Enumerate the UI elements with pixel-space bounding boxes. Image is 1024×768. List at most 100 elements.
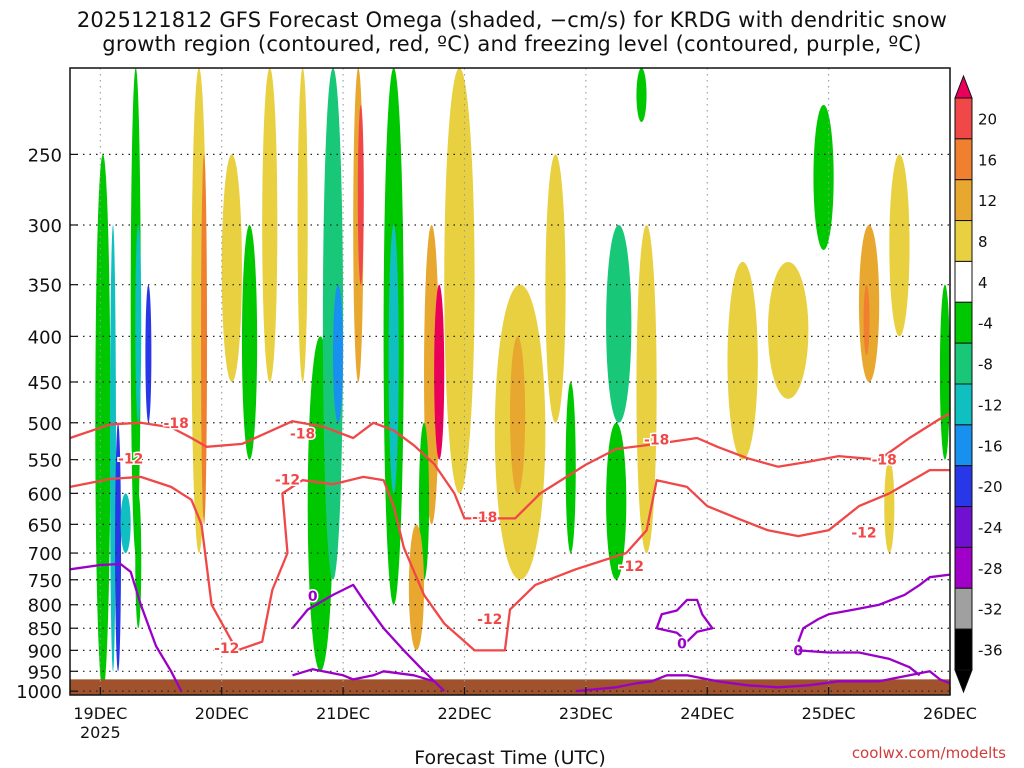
colorbar-label-1: 16 — [978, 151, 997, 169]
colorbar-bin-6 — [954, 342, 973, 385]
contour-label-0-0: -18 — [164, 416, 189, 432]
omega-feature-22 — [434, 284, 445, 460]
omega-feature-41 — [939, 284, 950, 460]
contour-label-0-2: -18 — [472, 510, 497, 526]
contour-label-1-0: -12 — [118, 451, 143, 467]
x-tick-label-5: 24DEC — [680, 704, 734, 723]
y-tick-label-550: 550 — [28, 451, 62, 472]
colorbar-bin-0 — [954, 97, 973, 140]
y-tick-label-950: 950 — [28, 662, 62, 683]
contour-line-8 — [798, 649, 921, 677]
y-tick-label-700: 700 — [28, 544, 62, 565]
y-tick-label-500: 500 — [28, 414, 62, 435]
contour-line-1 — [70, 468, 950, 652]
colorbar-bin-11 — [954, 546, 973, 589]
y-tick-label-350: 350 — [28, 276, 62, 297]
omega-feature-34 — [727, 261, 758, 460]
colorbar: 20 16 12 8 4 -4 -8 -12 -16 -20 -24 -28 -32 -36 — [954, 74, 1003, 694]
colorbar-bin-10 — [954, 506, 973, 548]
colorbar-bin-12 — [954, 587, 973, 630]
omega-feature-29 — [565, 381, 576, 554]
colorbar-label-12: -32 — [978, 601, 1003, 619]
omega-feature-7 — [135, 493, 142, 629]
colorbar-bin-1 — [954, 138, 973, 181]
colorbar-label-11: -28 — [978, 560, 1003, 578]
contour-label-1-4: -12 — [851, 526, 876, 542]
contour-line-5 — [655, 598, 714, 643]
contour-label-1-2: -12 — [477, 612, 502, 628]
colorbar-label-0: 20 — [978, 110, 997, 128]
terrain-ground — [70, 679, 950, 695]
terrain-layer — [70, 679, 950, 695]
axis-labels: 2503003504004505005506006507007508008509… — [16, 145, 977, 742]
omega-feature-40 — [884, 459, 895, 554]
colorbar-bin-2 — [954, 179, 973, 222]
x-tick-label-6: 25DEC — [802, 704, 856, 723]
omega-feature-5 — [145, 284, 152, 423]
contour-line-6 — [575, 670, 950, 693]
omega-feature-25 — [444, 68, 475, 494]
credit-text: coolwx.com/modelts — [851, 744, 1006, 762]
x-tick-label-1: 20DEC — [195, 704, 249, 723]
contour-label-1-1: -12 — [275, 473, 300, 489]
colorbar-bin-8 — [954, 424, 973, 467]
x-tick-label-3: 22DEC — [437, 704, 491, 723]
omega-feature-39 — [889, 154, 910, 337]
colorbar-label-6: -8 — [978, 356, 993, 374]
omega-feature-9 — [201, 154, 208, 525]
omega-feature-32 — [636, 68, 647, 123]
y-tick-label-250: 250 — [28, 145, 62, 166]
colorbar-label-5: -4 — [978, 315, 993, 333]
y-tick-label-600: 600 — [28, 484, 62, 505]
y-tick-label-900: 900 — [28, 641, 62, 662]
colorbar-label-2: 12 — [978, 192, 997, 210]
contour-line-3 — [292, 668, 435, 683]
x-tick-sublabel-0: 2025 — [80, 723, 121, 742]
colorbar-bin-13 — [954, 628, 973, 671]
omega-feature-18 — [357, 104, 364, 285]
omega-feature-12 — [262, 68, 278, 382]
y-tick-label-1000: 1000 — [16, 682, 62, 703]
colorbar-label-9: -20 — [978, 478, 1003, 496]
y-tick-label-850: 850 — [28, 619, 62, 640]
colorbar-bin-5 — [954, 301, 973, 344]
y-tick-label-800: 800 — [28, 596, 62, 617]
omega-feature-20 — [388, 224, 399, 494]
y-tick-label-300: 300 — [28, 216, 62, 237]
colorbar-bottom-arrow — [954, 669, 973, 694]
omega-feature-6 — [120, 493, 131, 554]
x-tick-label-2: 21DEC — [316, 704, 370, 723]
x-tick-label-4: 23DEC — [559, 704, 613, 723]
contour-label-5-0: 0 — [677, 636, 687, 652]
contour-label-0-3: -18 — [644, 432, 669, 448]
chart-title-line-1: 2025121812 GFS Forecast Omega (shaded, −… — [76, 8, 948, 32]
colorbar-label-10: -24 — [978, 519, 1003, 537]
colorbar-bin-7 — [954, 383, 973, 426]
omega-feature-1 — [109, 224, 116, 672]
contour-line-4 — [291, 583, 446, 692]
colorbar-label-7: -12 — [978, 396, 1003, 414]
y-tick-label-400: 400 — [28, 327, 62, 348]
omega-feature-16 — [332, 284, 344, 423]
omega-feature-24 — [408, 524, 425, 651]
colorbar-label-3: 8 — [978, 233, 988, 251]
omega-feature-35 — [767, 261, 809, 399]
omega-feature-15 — [322, 68, 344, 580]
omega-feature-2 — [115, 422, 122, 672]
colorbar-bin-9 — [954, 465, 973, 508]
omega-shading-layer — [95, 68, 950, 692]
contour-label-0-1: -18 — [290, 426, 315, 442]
omega-feature-30 — [606, 224, 632, 423]
contour-line-0 — [70, 412, 950, 520]
contour-label-4-0: 0 — [308, 589, 318, 605]
omega-feature-36 — [813, 104, 834, 250]
colorbar-bin-4 — [954, 260, 973, 303]
omega-feature-4 — [135, 224, 142, 423]
colorbar-bin-3 — [954, 220, 973, 262]
x-axis-label: Forecast Time (UTC) — [414, 747, 605, 768]
contour-label-0-4: -18 — [872, 453, 897, 469]
chart-title-line-2: growth region (contoured, red, ºC) and f… — [102, 32, 922, 56]
omega-feature-38 — [863, 284, 870, 356]
